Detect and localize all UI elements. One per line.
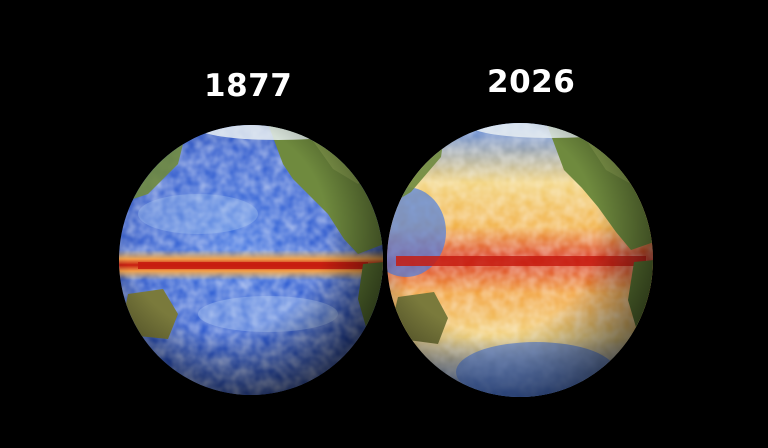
globe-2026 xyxy=(387,123,653,397)
year-label-right: 2026 xyxy=(487,64,576,100)
globe-1877 xyxy=(119,125,383,395)
year-label-left: 1877 xyxy=(204,68,293,104)
